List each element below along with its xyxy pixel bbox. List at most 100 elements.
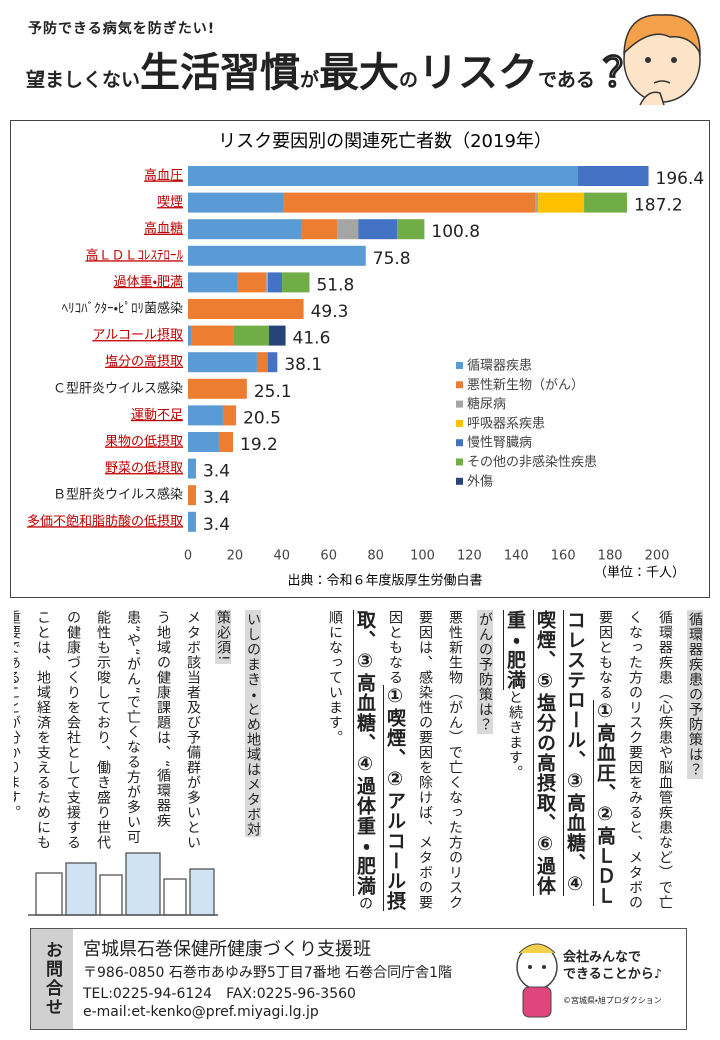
legend-label: 慢性腎臓病	[467, 435, 532, 451]
headline: 望ましくない生活習慣が最大のリスクである？	[26, 40, 644, 98]
x-tick-label: 120	[457, 549, 482, 564]
bar-segment	[267, 352, 278, 373]
bar-segment	[358, 219, 398, 240]
bar-segment	[188, 511, 196, 532]
bar-segment	[397, 219, 425, 240]
headline-part: が	[300, 69, 320, 91]
section-text: の順になっています。	[327, 610, 373, 911]
x-tick-label: 200	[645, 549, 670, 564]
total-label: 3.4	[203, 488, 230, 508]
section-emphasis: ①喫煙、②アルコール摂取、③高血糖、④過体重・肥満	[353, 610, 406, 911]
mascot-slogan: 会社みんなで できることから♪	[563, 949, 662, 983]
unit: （単位：千人）	[594, 565, 685, 581]
category-label: 多価不飽和脂肪酸の低摂取	[27, 513, 183, 529]
legend-swatch	[456, 400, 463, 408]
section-text: 循環器疾患（心疾患や脳血管疾患など）で亡くなった方のリスク要因をみると、メタボの…	[597, 610, 673, 910]
bar-segment	[577, 166, 649, 186]
mascot	[516, 943, 558, 1018]
legend-swatch	[456, 477, 463, 485]
legend-swatch	[456, 381, 463, 389]
legend-swatch	[456, 419, 463, 427]
total-label: 49.3	[311, 302, 349, 322]
legend-label: 外傷	[467, 474, 493, 489]
town-illustration	[28, 852, 218, 916]
legend-label: 糖尿病	[467, 397, 506, 412]
contact-label: お問合せ	[31, 929, 73, 1029]
total-label: 3.4	[203, 462, 230, 482]
legend-swatch	[456, 458, 463, 466]
headline-part: の	[399, 69, 419, 91]
total-label: 51.8	[316, 275, 354, 295]
headline-part: 最大	[319, 50, 400, 96]
bar-segment	[188, 245, 366, 266]
bar-segment	[267, 272, 283, 293]
total-label: 3.4	[203, 515, 230, 535]
chart-title: リスク要因別の関連死亡者数（2019年）	[218, 131, 552, 152]
bar-segment	[188, 166, 578, 186]
lead: 予防できる病気を防ぎたい!	[28, 21, 216, 37]
x-tick-label: 140	[504, 549, 529, 564]
category-label: Ｃ型肝炎ウイルス感染	[53, 380, 183, 396]
section-heading: いしのまき・とめ地域はメタボ対策必須!	[215, 610, 261, 837]
x-tick-label: 20	[227, 549, 244, 564]
section-text: と続きます。	[507, 690, 523, 780]
total-label: 100.8	[431, 222, 480, 242]
source: 出典：令和６年度版厚生労働白書	[287, 573, 482, 589]
total-label: 41.6	[293, 329, 331, 349]
contact-line: e-mail:et-kenko@pref.miyagi.lg.jp	[83, 1004, 319, 1020]
face-illustration	[623, 14, 701, 106]
bar-segment	[282, 272, 310, 293]
contact-line: 〒986-0850 石巻市あゆみ野5丁目7番地 石巻合同庁舎1階	[83, 965, 453, 981]
category-label: アルコール摂取	[92, 327, 183, 343]
total-label: 19.2	[240, 435, 278, 455]
category-label: 過体重・肥満	[114, 274, 183, 290]
bar-segment	[188, 378, 247, 399]
category-label: 運動不足	[131, 408, 183, 423]
bar-segment	[188, 325, 192, 346]
legend-swatch	[456, 439, 463, 447]
legend-swatch	[456, 362, 463, 369]
bar-segment	[301, 219, 338, 240]
bar-segment	[337, 219, 359, 240]
bar-segment	[233, 325, 269, 346]
x-tick-label: 80	[367, 549, 384, 564]
category-label: 高ＬＤＬｺﾚｽﾃﾛｰﾙ	[85, 247, 183, 263]
x-tick-label: 60	[320, 549, 337, 564]
bar-segment	[188, 192, 284, 213]
bar-segment	[188, 299, 304, 319]
total-label: 25.1	[254, 382, 292, 402]
article-right: 循環器疾患の予防策は？ 循環器疾患（心疾患や脳血管疾患など）で亡くなった方のリス…	[268, 610, 710, 915]
x-tick-label: 160	[551, 549, 576, 564]
slogan-line: できることから♪	[563, 967, 663, 982]
chart-frame	[10, 120, 710, 598]
contact-line: TEL:0225-94-6124 FAX:0225-96-3560	[83, 986, 356, 1002]
category-label: Ｂ型肝炎ウイルス感染	[53, 487, 183, 503]
bar-segment	[188, 352, 257, 373]
section-text: 悪性新生物（がん）で亡くなった方のリスク要因は、感染性の要因を除けば、メタボの要…	[387, 610, 463, 910]
contact-box: お問合せ 宮城県石巻保健所健康づくり支援班 〒986-0850 石巻市あゆみ野5…	[30, 928, 687, 1030]
legend-label: 悪性新生物（がん）	[467, 378, 584, 393]
total-label: 20.5	[243, 408, 281, 428]
category-label: 野菜の低摂取	[105, 460, 183, 476]
bar-segment	[188, 432, 219, 452]
bar-segment	[237, 272, 267, 293]
category-label: 果物の低摂取	[105, 434, 183, 450]
bar-segment	[218, 432, 234, 452]
slogan-line: 会社みんなで	[563, 950, 642, 965]
legend-label: その他の非感染性疾患	[467, 454, 597, 470]
section-heading: 循環器疾患の予防策は？	[687, 610, 703, 779]
chart: リスク要因別の関連死亡者数（2019年） 出典：令和６年度版厚生労働白書 （単位…	[27, 131, 704, 589]
x-tick-label: 40	[274, 549, 291, 564]
bar-segment	[222, 405, 237, 426]
legend-label: 循環器疾患	[467, 359, 532, 374]
bar-segment	[188, 219, 302, 240]
mascot-credit: ©宮城県・旭プロダクション	[563, 996, 662, 1005]
section-emphasis: ①高血圧、②高ＬＤＬコレステロール、③高血糖、④喫煙、⑤塩分の高摂取、⑥過体重・…	[503, 610, 616, 906]
bar-segment	[188, 485, 196, 506]
x-tick-label: 180	[598, 549, 623, 564]
section-heading: がんの予防策は？	[477, 610, 493, 734]
category-label: 塩分の高摂取	[105, 354, 183, 370]
category-label: 喫煙	[157, 195, 183, 210]
legend-label: 呼吸器系疾患	[467, 416, 545, 431]
